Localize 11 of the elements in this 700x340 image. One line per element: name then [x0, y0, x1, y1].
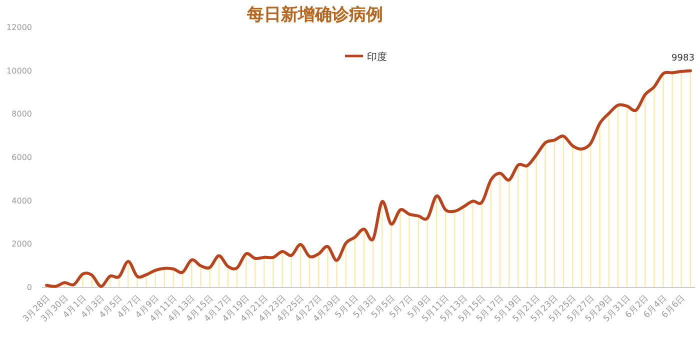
legend-label: 印度	[367, 51, 387, 63]
chart-title: 每日新增确诊病例	[246, 5, 383, 25]
y-tick-label: 0	[26, 283, 32, 292]
y-tick-label: 10000	[6, 66, 32, 76]
y-tick-label: 6000	[12, 153, 32, 162]
line-series	[45, 69, 692, 288]
y-tick-label: 2000	[12, 240, 32, 249]
y-tick-label: 12000	[6, 23, 32, 32]
data-label: 9983	[672, 54, 694, 64]
y-tick-label: 4000	[12, 196, 32, 206]
y-tick-label: 8000	[12, 110, 32, 119]
